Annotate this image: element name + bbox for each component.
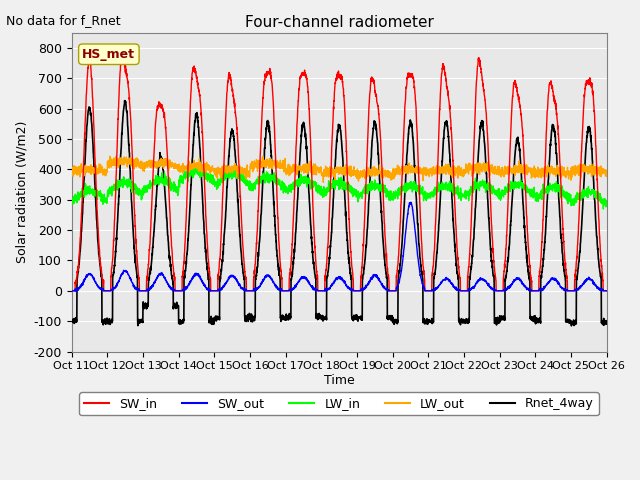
Text: HS_met: HS_met bbox=[83, 48, 135, 61]
X-axis label: Time: Time bbox=[324, 374, 355, 387]
Y-axis label: Solar radiation (W/m2): Solar radiation (W/m2) bbox=[15, 121, 28, 263]
Legend: SW_in, SW_out, LW_in, LW_out, Rnet_4way: SW_in, SW_out, LW_in, LW_out, Rnet_4way bbox=[79, 393, 599, 416]
Title: Four-channel radiometer: Four-channel radiometer bbox=[244, 15, 433, 30]
Text: No data for f_Rnet: No data for f_Rnet bbox=[6, 14, 121, 27]
